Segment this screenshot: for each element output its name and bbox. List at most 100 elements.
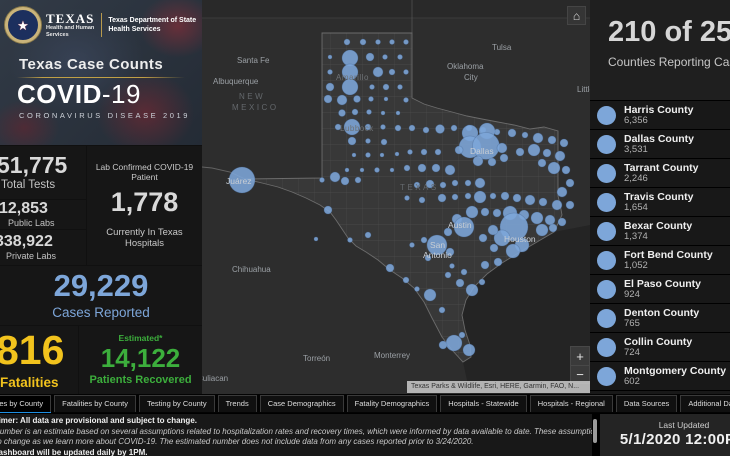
map-bubble[interactable] bbox=[422, 126, 430, 134]
map-bubble[interactable] bbox=[434, 148, 442, 156]
map-bubble[interactable] bbox=[353, 95, 361, 103]
map-bubble[interactable] bbox=[319, 177, 325, 183]
county-row[interactable]: Montgomery County 602 bbox=[590, 361, 730, 390]
map-bubble[interactable] bbox=[388, 68, 396, 76]
map-bubble[interactable] bbox=[474, 177, 486, 189]
map-bubble[interactable] bbox=[323, 94, 333, 104]
map-bubble[interactable] bbox=[493, 229, 511, 247]
map-bubble[interactable] bbox=[431, 163, 441, 173]
map-bubble[interactable] bbox=[354, 176, 362, 184]
map-bubble[interactable] bbox=[465, 205, 479, 219]
disclaimer-scrollbar[interactable] bbox=[593, 419, 597, 443]
county-row[interactable]: Harris County 6,356 bbox=[590, 100, 730, 129]
map-bubble[interactable] bbox=[544, 214, 556, 226]
map-bubble[interactable] bbox=[228, 166, 256, 194]
map-bubble[interactable] bbox=[443, 227, 453, 237]
county-row[interactable]: Collin County 724 bbox=[590, 332, 730, 361]
map-bubble[interactable] bbox=[365, 152, 371, 158]
map-bubble[interactable] bbox=[351, 152, 357, 158]
map-bubble[interactable] bbox=[547, 161, 561, 175]
map-bubble[interactable] bbox=[420, 148, 428, 156]
map-bubble[interactable] bbox=[364, 123, 372, 131]
tab-cases-by-county[interactable]: Cases by County bbox=[0, 395, 52, 412]
map-bubble[interactable] bbox=[341, 49, 359, 67]
county-row[interactable]: Tarrant County 2,246 bbox=[590, 158, 730, 187]
map-bubble[interactable] bbox=[556, 186, 568, 198]
map-bubble[interactable] bbox=[383, 96, 389, 102]
map-bubble[interactable] bbox=[343, 38, 351, 46]
map-bubble[interactable] bbox=[340, 176, 350, 186]
tab-hospitals-regional[interactable]: Hospitals - Regional bbox=[529, 395, 613, 412]
map-bubble[interactable] bbox=[323, 205, 333, 215]
map-bubble[interactable] bbox=[505, 243, 521, 259]
map-bubble[interactable] bbox=[380, 138, 388, 146]
map-bubble[interactable] bbox=[343, 118, 361, 136]
map-zoom-in-button[interactable]: + bbox=[570, 346, 590, 365]
map-bubble[interactable] bbox=[537, 158, 547, 168]
map-bubble[interactable] bbox=[389, 167, 395, 173]
map-bubble[interactable] bbox=[557, 217, 567, 227]
map-bubble[interactable] bbox=[424, 254, 432, 262]
map-bubble[interactable] bbox=[344, 167, 350, 173]
map-bubble[interactable] bbox=[445, 247, 455, 257]
map-bubble[interactable] bbox=[489, 243, 499, 253]
map-bubble[interactable] bbox=[397, 54, 403, 60]
map-bubble[interactable] bbox=[547, 135, 557, 145]
map-bubble[interactable] bbox=[532, 132, 544, 144]
map-bubble[interactable] bbox=[487, 157, 497, 167]
map-bubble[interactable] bbox=[327, 69, 333, 75]
map-bubble[interactable] bbox=[395, 110, 401, 116]
map-bubble[interactable] bbox=[327, 54, 333, 60]
tab-case-demographics[interactable]: Case Demographics bbox=[259, 395, 344, 412]
map-bubble[interactable] bbox=[413, 181, 421, 189]
map-bubble[interactable] bbox=[464, 192, 472, 200]
map-bubble[interactable] bbox=[336, 94, 348, 106]
map-bubble[interactable] bbox=[329, 171, 341, 183]
map-bubble[interactable] bbox=[403, 164, 411, 172]
map-bubble[interactable] bbox=[313, 236, 319, 242]
map-bubble[interactable] bbox=[394, 151, 400, 157]
map-bubble[interactable] bbox=[454, 145, 464, 155]
map-bubble[interactable] bbox=[403, 69, 409, 75]
map-bubble[interactable] bbox=[420, 236, 428, 244]
map-bubble[interactable] bbox=[374, 167, 380, 173]
tab-fatality-demographics[interactable]: Fatality Demographics bbox=[346, 395, 438, 412]
map-bubble[interactable] bbox=[366, 109, 372, 115]
map-bubble[interactable] bbox=[453, 216, 475, 238]
county-row[interactable]: El Paso County 924 bbox=[590, 274, 730, 303]
map-bubble[interactable] bbox=[521, 131, 529, 139]
map-bubble[interactable] bbox=[489, 192, 497, 200]
map-bubble[interactable] bbox=[524, 194, 536, 206]
map-bubble[interactable] bbox=[444, 164, 456, 176]
map-bubble[interactable] bbox=[402, 276, 410, 284]
map-bubble[interactable] bbox=[365, 52, 375, 62]
map-bubble[interactable] bbox=[425, 179, 435, 189]
map-bubble[interactable] bbox=[347, 237, 353, 243]
map-bubble[interactable] bbox=[375, 39, 381, 45]
map-bubble[interactable] bbox=[380, 124, 386, 130]
map-bubble[interactable] bbox=[385, 263, 395, 273]
county-row[interactable]: Bexar County 1,374 bbox=[590, 216, 730, 245]
map-bubble[interactable] bbox=[542, 148, 552, 158]
map-bubble[interactable] bbox=[408, 124, 416, 132]
map-bubble[interactable] bbox=[493, 257, 503, 267]
texas-bubble-map[interactable]: Santa Fe Albuquerque NEW MEXICO Tulsa Oklahom… bbox=[202, 0, 590, 394]
map-bubble[interactable] bbox=[548, 223, 558, 233]
map-bubble[interactable] bbox=[561, 165, 571, 175]
map-bubble[interactable] bbox=[403, 97, 409, 103]
map-bubble[interactable] bbox=[473, 190, 487, 204]
map-bubble[interactable] bbox=[394, 124, 402, 132]
map-bubble[interactable] bbox=[444, 271, 452, 279]
map-bubble[interactable] bbox=[414, 286, 420, 292]
map-home-button[interactable]: ⌂ bbox=[567, 6, 586, 25]
tab-fatalities-by-county[interactable]: Fatalities by County bbox=[54, 395, 136, 412]
map-bubble[interactable] bbox=[359, 38, 367, 46]
map-bubble[interactable] bbox=[478, 278, 486, 286]
map-bubble[interactable] bbox=[438, 306, 446, 314]
map-bubble[interactable] bbox=[538, 197, 548, 207]
map-bubble[interactable] bbox=[480, 260, 490, 270]
tab-trends[interactable]: Trends bbox=[217, 395, 257, 412]
county-row[interactable]: Denton County 765 bbox=[590, 303, 730, 332]
map-bubble[interactable] bbox=[369, 84, 375, 90]
map-bubble[interactable] bbox=[359, 167, 365, 173]
